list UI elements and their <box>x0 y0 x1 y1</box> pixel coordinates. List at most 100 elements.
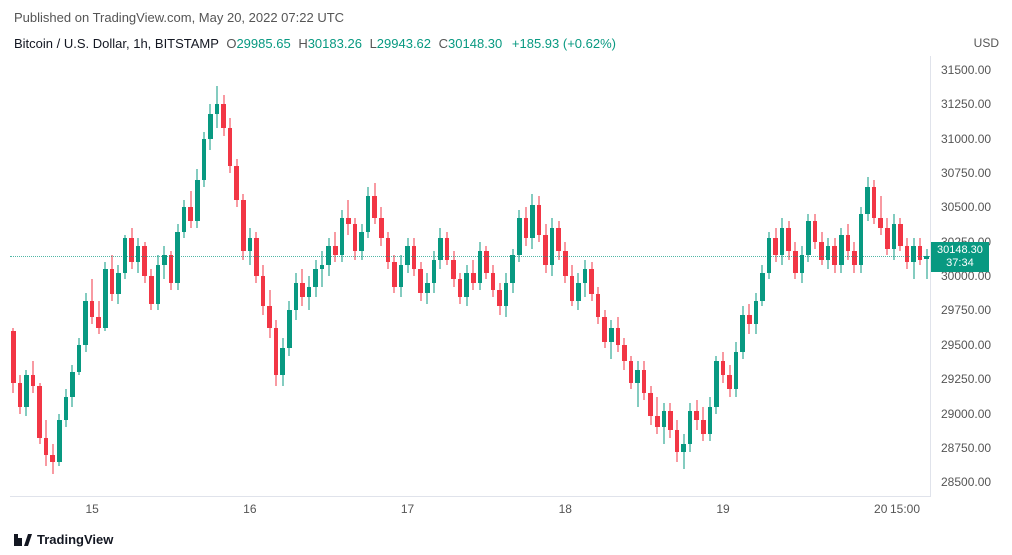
candle[interactable] <box>589 56 594 496</box>
candle[interactable] <box>175 56 180 496</box>
candle[interactable] <box>780 56 785 496</box>
candle[interactable] <box>543 56 548 496</box>
candle[interactable] <box>438 56 443 496</box>
candle[interactable] <box>740 56 745 496</box>
candle[interactable] <box>609 56 614 496</box>
candle[interactable] <box>208 56 213 496</box>
candle[interactable] <box>221 56 226 496</box>
candle[interactable] <box>90 56 95 496</box>
candle[interactable] <box>813 56 818 496</box>
candle[interactable] <box>517 56 522 496</box>
candle[interactable] <box>162 56 167 496</box>
candle[interactable] <box>77 56 82 496</box>
candle[interactable] <box>294 56 299 496</box>
candle[interactable] <box>747 56 752 496</box>
candle[interactable] <box>372 56 377 496</box>
candle[interactable] <box>767 56 772 496</box>
candle[interactable] <box>878 56 883 496</box>
candle[interactable] <box>471 56 476 496</box>
candle[interactable] <box>142 56 147 496</box>
candle[interactable] <box>484 56 489 496</box>
candle[interactable] <box>504 56 509 496</box>
candle[interactable] <box>313 56 318 496</box>
candle[interactable] <box>773 56 778 496</box>
candle[interactable] <box>616 56 621 496</box>
candle[interactable] <box>346 56 351 496</box>
candle[interactable] <box>655 56 660 496</box>
candle[interactable] <box>129 56 134 496</box>
candle[interactable] <box>826 56 831 496</box>
candle[interactable] <box>793 56 798 496</box>
candle[interactable] <box>241 56 246 496</box>
candle[interactable] <box>832 56 837 496</box>
candle[interactable] <box>530 56 535 496</box>
candle[interactable] <box>458 56 463 496</box>
y-axis[interactable]: USD 28500.0028750.0029000.0029250.002950… <box>935 56 1005 496</box>
candle[interactable] <box>195 56 200 496</box>
candle[interactable] <box>898 56 903 496</box>
candle[interactable] <box>57 56 62 496</box>
candle[interactable] <box>464 56 469 496</box>
candle[interactable] <box>188 56 193 496</box>
candle[interactable] <box>366 56 371 496</box>
x-axis[interactable]: 15161718192015:00 <box>10 498 930 518</box>
candle[interactable] <box>701 56 706 496</box>
candle[interactable] <box>754 56 759 496</box>
candle[interactable] <box>267 56 272 496</box>
candle[interactable] <box>892 56 897 496</box>
candle[interactable] <box>911 56 916 496</box>
candle[interactable] <box>635 56 640 496</box>
candle[interactable] <box>846 56 851 496</box>
candle[interactable] <box>905 56 910 496</box>
candle[interactable] <box>386 56 391 496</box>
candle[interactable] <box>300 56 305 496</box>
candle[interactable] <box>64 56 69 496</box>
candle[interactable] <box>524 56 529 496</box>
candle[interactable] <box>629 56 634 496</box>
candle[interactable] <box>182 56 187 496</box>
candle[interactable] <box>287 56 292 496</box>
candle[interactable] <box>31 56 36 496</box>
candle[interactable] <box>583 56 588 496</box>
candle[interactable] <box>576 56 581 496</box>
candle[interactable] <box>37 56 42 496</box>
candle[interactable] <box>96 56 101 496</box>
candle[interactable] <box>859 56 864 496</box>
candle[interactable] <box>550 56 555 496</box>
candle[interactable] <box>392 56 397 496</box>
candle[interactable] <box>399 56 404 496</box>
candle[interactable] <box>800 56 805 496</box>
candle[interactable] <box>18 56 23 496</box>
candle[interactable] <box>307 56 312 496</box>
candle[interactable] <box>116 56 121 496</box>
candle[interactable] <box>648 56 653 496</box>
candle[interactable] <box>688 56 693 496</box>
candle[interactable] <box>839 56 844 496</box>
candle[interactable] <box>70 56 75 496</box>
candle[interactable] <box>570 56 575 496</box>
candle[interactable] <box>215 56 220 496</box>
candle[interactable] <box>786 56 791 496</box>
candle[interactable] <box>326 56 331 496</box>
candle[interactable] <box>918 56 923 496</box>
candle[interactable] <box>254 56 259 496</box>
candle[interactable] <box>714 56 719 496</box>
candle[interactable] <box>24 56 29 496</box>
candle[interactable] <box>675 56 680 496</box>
candle[interactable] <box>596 56 601 496</box>
candle[interactable] <box>202 56 207 496</box>
candle[interactable] <box>425 56 430 496</box>
candle[interactable] <box>681 56 686 496</box>
candle[interactable] <box>806 56 811 496</box>
candle[interactable] <box>694 56 699 496</box>
candle[interactable] <box>156 56 161 496</box>
candle[interactable] <box>169 56 174 496</box>
chart-plot-area[interactable] <box>10 56 931 497</box>
candle[interactable] <box>622 56 627 496</box>
candle[interactable] <box>103 56 108 496</box>
candle[interactable] <box>721 56 726 496</box>
candle[interactable] <box>248 56 253 496</box>
candle[interactable] <box>537 56 542 496</box>
candle[interactable] <box>418 56 423 496</box>
candle[interactable] <box>359 56 364 496</box>
